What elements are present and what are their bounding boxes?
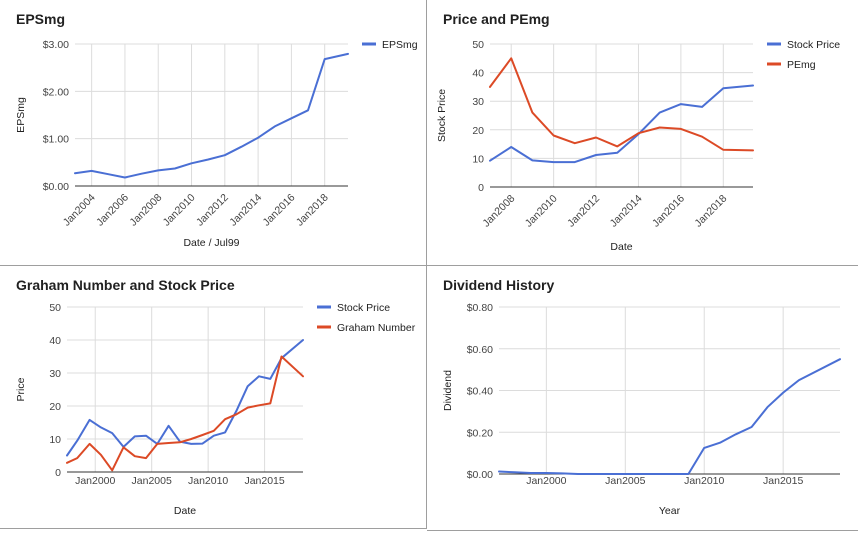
- panel-divider-bottom-right: [427, 530, 858, 531]
- x-tick-label: Jan2014: [227, 192, 264, 229]
- y-tick-label: 40: [49, 335, 61, 347]
- panel-divider-bottom-left: [0, 528, 427, 529]
- x-tick-label: Jan2010: [523, 193, 560, 230]
- x-axis-label: Date / Jul99: [183, 237, 239, 249]
- price-pe-chart-panel: Price and PEmg 0 10 20 30 40 50 Jan2008 Jan2010 J…: [427, 0, 858, 266]
- y-tick-label: 20: [49, 401, 61, 413]
- x-tick-label: Jan2005: [605, 475, 645, 487]
- x-tick-label: Jan2015: [763, 475, 803, 487]
- y-tick-label: $0.00: [43, 181, 69, 193]
- series-line: [498, 358, 841, 475]
- dividend-chart-panel: Dividend History $0.00 $0.20 $0.40 $0.60 $0.8…: [427, 266, 858, 531]
- x-tick-label: Jan2005: [132, 475, 172, 487]
- y-tick-label: $0.80: [467, 302, 493, 314]
- legend-label: Stock Price: [337, 302, 390, 314]
- x-tick-label: Jan2016: [650, 193, 687, 230]
- chart-title: Dividend History: [443, 277, 554, 293]
- x-tick-label: Jan2008: [480, 193, 517, 230]
- x-tick-label: Jan2014: [608, 193, 645, 230]
- eps-chart-panel: EPSmg $0.00 $1.00 $2.00 $3.00 Jan2004 Jan2006 J…: [0, 0, 427, 266]
- series-line: [489, 57, 754, 152]
- y-tick-label: $1.00: [43, 134, 69, 146]
- chart-svg: EPSmg$0.00$1.00$2.00$3.00Jan2004Jan2006J…: [15, 11, 418, 249]
- y-tick-label: 30: [472, 96, 484, 108]
- x-tick-label: Jan2018: [294, 192, 331, 229]
- y-tick-label: $0.60: [467, 344, 493, 356]
- y-tick-label: 40: [472, 68, 484, 80]
- y-tick-label: 50: [472, 39, 484, 51]
- y-tick-label: $0.00: [467, 469, 493, 481]
- y-tick-label: $0.40: [467, 386, 493, 398]
- x-tick-label: Jan2018: [692, 193, 729, 230]
- legend-label: EPSmg: [382, 39, 418, 51]
- y-tick-label: $0.20: [467, 427, 493, 439]
- x-tick-label: Jan2004: [61, 192, 98, 229]
- series-line: [66, 355, 304, 472]
- y-tick-label: 50: [49, 302, 61, 314]
- chart-svg: Dividend History $0.00 $0.20 $0.40 $0.60 $0.8…: [442, 277, 841, 517]
- y-tick-label: 30: [49, 368, 61, 380]
- chart-svg: Graham Number and Stock Price 0 10 20 30 40 50…: [15, 277, 416, 517]
- x-axis-label: Year: [659, 505, 681, 517]
- y-tick-label: 20: [472, 125, 484, 137]
- x-tick-label: Jan2012: [565, 193, 602, 230]
- x-axis-label: Date: [174, 505, 196, 517]
- x-tick-label: Jan2010: [684, 475, 724, 487]
- graham-chart-panel: Graham Number and Stock Price 0 10 20 30 40 50…: [0, 266, 427, 529]
- legend-label: PEmg: [787, 59, 816, 71]
- y-axis-label: Stock Price: [436, 89, 448, 142]
- y-axis-label: EPSmg: [15, 97, 27, 133]
- y-tick-label: 0: [55, 467, 61, 479]
- x-tick-label: Jan2010: [188, 475, 228, 487]
- legend-label: Stock Price: [787, 39, 840, 51]
- series-line: [489, 84, 754, 164]
- y-tick-label: $3.00: [43, 39, 69, 51]
- x-tick-label: Jan2000: [75, 475, 115, 487]
- panel-divider-horizontal-left: [0, 265, 427, 266]
- y-tick-label: 10: [472, 153, 484, 165]
- panel-divider-horizontal-right: [427, 265, 858, 266]
- y-axis-label: Price: [15, 377, 27, 401]
- y-tick-label: 10: [49, 434, 61, 446]
- legend-label: Graham Number: [337, 322, 416, 334]
- series-line: [66, 339, 304, 457]
- chart-title: EPSmg: [16, 11, 65, 27]
- x-tick-label: Jan2016: [261, 192, 298, 229]
- x-tick-label: Jan2006: [94, 192, 131, 229]
- x-tick-label: Jan2008: [127, 192, 164, 229]
- chart-title: Graham Number and Stock Price: [16, 277, 235, 293]
- x-axis-label: Date: [610, 241, 632, 253]
- y-axis-label: Dividend: [442, 370, 454, 411]
- panel-divider-vertical: [426, 0, 427, 529]
- y-tick-label: 0: [478, 182, 484, 194]
- x-tick-label: Jan2012: [194, 192, 231, 229]
- series-line: [74, 52, 349, 179]
- x-tick-label: Jan2010: [161, 192, 198, 229]
- x-tick-label: Jan2000: [526, 475, 566, 487]
- x-tick-label: Jan2015: [244, 475, 284, 487]
- y-tick-label: $2.00: [43, 86, 69, 98]
- chart-title: Price and PEmg: [443, 11, 550, 27]
